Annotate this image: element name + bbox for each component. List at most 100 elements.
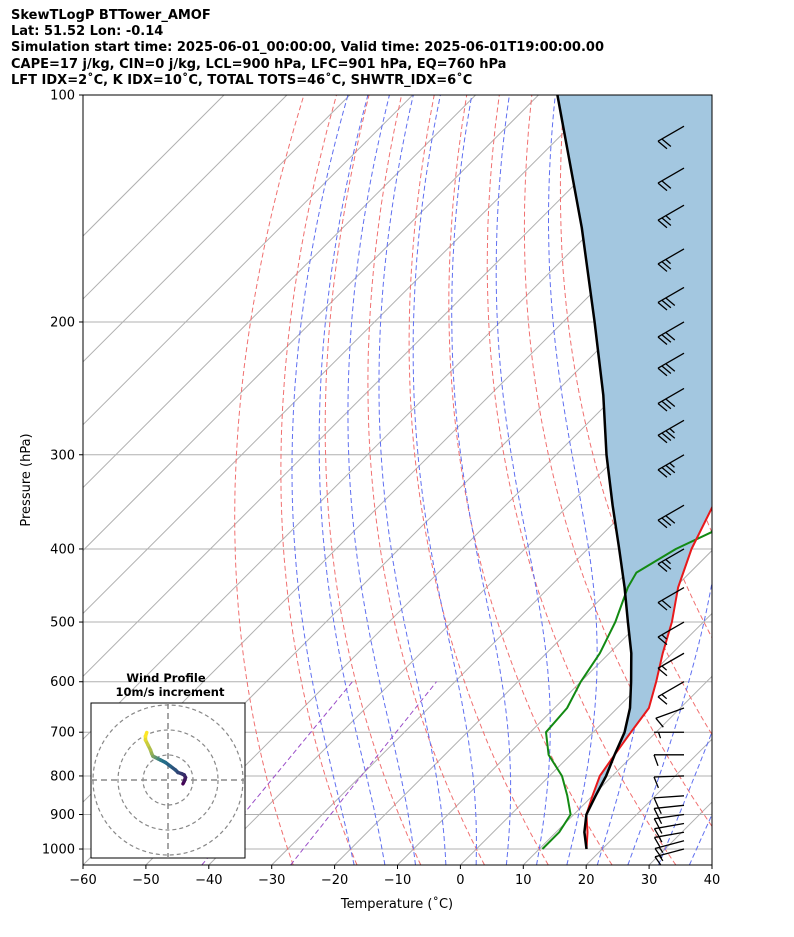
wind-barb-flag xyxy=(653,828,661,840)
wind-barb-flag xyxy=(657,667,668,677)
isotherm xyxy=(208,361,712,865)
wind-barb xyxy=(657,286,685,311)
wind-barb-flag xyxy=(661,467,672,476)
moist-adiabat xyxy=(548,95,598,865)
wind-barb-flag xyxy=(657,519,668,529)
y-tick-label: 900 xyxy=(50,808,75,823)
wind-barb xyxy=(657,454,685,478)
x-tick-label: −30 xyxy=(258,873,285,888)
indices-line-2: LFT IDX=2˚C, K IDX=10˚C, TOTAL TOTS=46˚C… xyxy=(11,72,473,88)
mixing-ratio-line xyxy=(201,681,353,865)
wind-barb-flag xyxy=(661,334,672,343)
wind-barb-flag xyxy=(657,636,668,646)
x-tick-label: −40 xyxy=(195,873,222,888)
hodograph-subtitle: 10m/s increment xyxy=(116,685,225,699)
wind-barb-flag xyxy=(657,182,668,192)
wind-barb-flag xyxy=(657,140,668,150)
wind-barb-flag xyxy=(661,400,672,410)
wind-barb-flag xyxy=(665,430,676,439)
wind-barb-flag xyxy=(654,848,663,859)
wind-barb-staff xyxy=(653,775,685,778)
wind-barb-half xyxy=(661,694,668,700)
wind-barb-flag xyxy=(665,363,676,372)
wind-barb xyxy=(657,419,685,444)
wind-barb-half xyxy=(661,634,668,640)
wind-barb-half xyxy=(661,665,668,671)
isotherm xyxy=(83,95,414,426)
wind-barb-flag xyxy=(661,138,672,147)
isotherm xyxy=(397,549,712,865)
wind-barb-flag xyxy=(657,402,668,412)
wind-barb-half xyxy=(658,846,664,853)
axes: −60 −50 −40 −30 −20 −10 0 10 20 30 40 100 200 300 400 5… xyxy=(42,89,720,889)
wind-barb xyxy=(657,652,685,677)
dry-adiabat xyxy=(280,95,358,865)
isotherm xyxy=(83,95,225,237)
wind-barb xyxy=(654,848,685,865)
time-line: Simulation start time: 2025-06-01_00:00:… xyxy=(11,40,604,56)
wind-barb-flag xyxy=(655,717,664,728)
temperature-line xyxy=(585,505,712,850)
dry-adiabat xyxy=(448,95,613,865)
moist-adiabat xyxy=(451,95,512,865)
wind-barb-half xyxy=(657,732,662,739)
isotherm xyxy=(522,675,712,865)
wind-barb-half xyxy=(669,462,675,468)
wind-barb xyxy=(657,586,685,611)
dry-adiabat xyxy=(324,95,422,865)
wind-barb-flag xyxy=(665,398,676,407)
wind-barb xyxy=(657,125,685,150)
x-tick-label: −10 xyxy=(384,873,411,888)
dry-adiabat xyxy=(234,95,305,865)
wind-barb-flag xyxy=(653,776,660,789)
wind-barb-flag xyxy=(657,434,668,444)
wind-barb-flag xyxy=(657,696,668,705)
isotherm xyxy=(334,486,712,865)
isotherm xyxy=(145,298,712,865)
wind-barb xyxy=(653,775,685,789)
wind-barb-flag xyxy=(657,469,668,478)
wind-barb-flag xyxy=(661,432,672,442)
y-tick-label: 200 xyxy=(50,315,75,330)
y-tick-label: 1000 xyxy=(42,843,75,858)
y-tick-label: 400 xyxy=(50,542,75,557)
isotherm xyxy=(460,612,712,865)
wind-barb xyxy=(657,352,685,377)
dry-adiabat xyxy=(367,95,485,865)
wind-barb xyxy=(657,248,685,272)
chart-title: SkewTLogP BTTower_AMOF xyxy=(11,8,211,23)
wind-barb-half xyxy=(658,817,663,825)
wind-barb xyxy=(657,167,685,192)
hodograph-ring xyxy=(117,729,219,831)
wind-barb-flag xyxy=(657,301,668,311)
x-tick-label: −50 xyxy=(132,873,159,888)
indices-line-1: CAPE=17 j/kg, CIN=0 j/kg, LCL=900 hPa, L… xyxy=(11,56,507,72)
wind-barb-flag xyxy=(665,515,676,524)
wind-barb-flag xyxy=(653,754,659,767)
dry-adiabat xyxy=(486,95,677,865)
wind-barb-flag xyxy=(661,365,672,374)
wind-barb-flag xyxy=(661,517,672,527)
hodograph-title: Wind Profile xyxy=(126,671,206,685)
x-tick-label: 10 xyxy=(515,873,532,888)
dry-adiabat xyxy=(523,95,712,828)
wind-barb-flag xyxy=(653,837,661,848)
isotherm xyxy=(83,95,602,615)
y-tick-label: 300 xyxy=(50,448,75,463)
moist-adiabat xyxy=(291,95,355,865)
moist-adiabat xyxy=(347,95,416,865)
wind-barb-flag xyxy=(657,219,668,229)
moist-adiabat xyxy=(378,95,447,865)
x-tick-label: −20 xyxy=(321,873,348,888)
parcel-line xyxy=(556,95,633,850)
wind-barb-flag xyxy=(665,331,676,341)
moist-adiabat xyxy=(720,95,794,865)
hodograph-ring xyxy=(92,704,244,856)
isotherm xyxy=(83,95,665,678)
wind-barb-staff xyxy=(655,707,685,719)
wind-barb-flag xyxy=(661,599,672,609)
wind-barb-staff xyxy=(657,681,685,698)
location-line: Lat: 51.52 Lon: -0.14 xyxy=(11,24,164,40)
wind-barb-half xyxy=(665,215,671,221)
